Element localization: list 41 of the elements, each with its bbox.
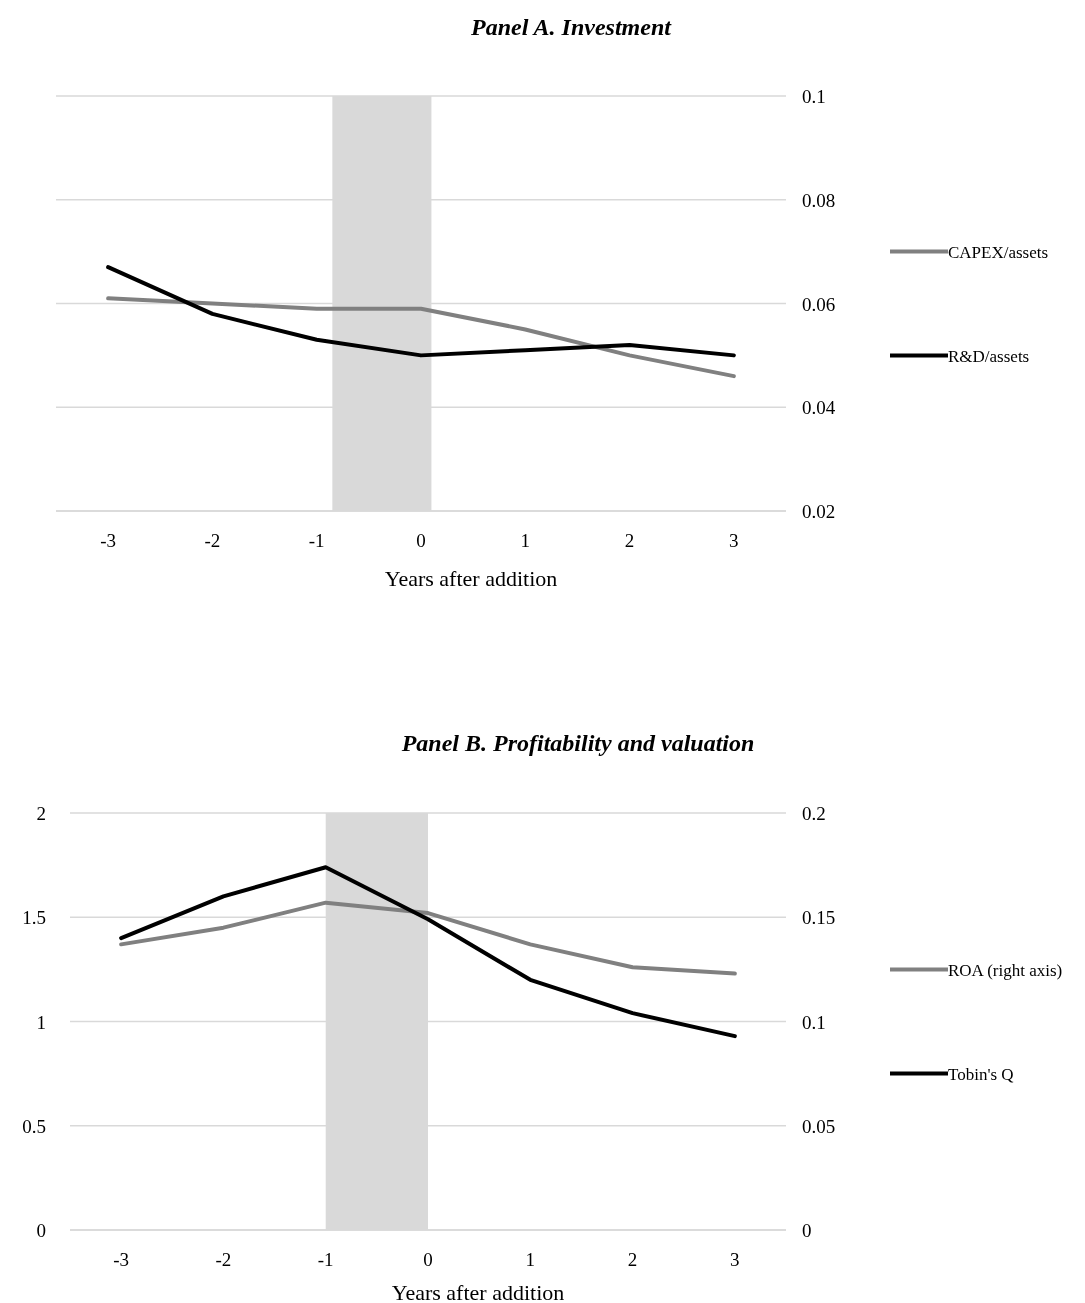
y2-tick-label: 0.15 <box>802 907 836 929</box>
x-tick-label: 2 <box>627 1249 638 1270</box>
line-series <box>106 265 736 358</box>
y2-tick-label: 0 <box>802 1220 812 1241</box>
x-axis-title: Years after addition <box>391 1280 565 1303</box>
y2-tick-label: 0.06 <box>802 293 836 315</box>
y-tick-label: 2 <box>36 803 46 824</box>
y-tick-label: 1 <box>36 1011 46 1033</box>
x-tick-label: 2 <box>624 530 635 551</box>
legend-label: CAPEX/assets <box>948 242 1049 262</box>
x-tick-label: 0 <box>423 1249 433 1270</box>
x-tick-label: -2 <box>215 1249 232 1270</box>
x-tick-label: -3 <box>100 530 117 551</box>
x-tick-label: -2 <box>204 530 221 551</box>
x-tick-label: -1 <box>308 530 325 551</box>
y-tick-label: 1.5 <box>22 907 46 929</box>
x-tick-label: 3 <box>730 1249 740 1270</box>
x-tick-label: -1 <box>317 1249 334 1270</box>
y2-tick-label: 0.02 <box>802 501 836 522</box>
x-tick-label: 3 <box>729 530 739 551</box>
y2-tick-label: 0.2 <box>802 803 826 824</box>
x-tick-label: -3 <box>113 1249 130 1270</box>
x-tick-label: 1 <box>520 530 531 551</box>
x-tick-label: 1 <box>525 1249 536 1270</box>
legend-label: Tobin's Q <box>948 1064 1014 1084</box>
y2-tick-label: 0.08 <box>802 189 836 211</box>
y2-tick-label: 0.04 <box>802 397 836 419</box>
y2-tick-label: 0.1 <box>802 1011 826 1033</box>
line-series <box>106 296 736 379</box>
legend-label: R&D/assets <box>948 346 1030 366</box>
chart-title: Panel B. Profitability and valuation <box>400 730 755 756</box>
line-series <box>119 865 737 1039</box>
x-axis-title: Years after addition <box>384 566 558 591</box>
y-tick-label: 0.5 <box>22 1115 46 1137</box>
y-tick-label: 0 <box>36 1220 46 1241</box>
line-series <box>119 900 737 976</box>
chart-title: Panel A. Investment <box>470 14 673 40</box>
y2-tick-label: 0.1 <box>802 86 826 107</box>
x-tick-label: 0 <box>416 530 426 551</box>
y2-tick-label: 0.05 <box>802 1115 836 1137</box>
legend-label: ROA (right axis) <box>948 960 1063 980</box>
